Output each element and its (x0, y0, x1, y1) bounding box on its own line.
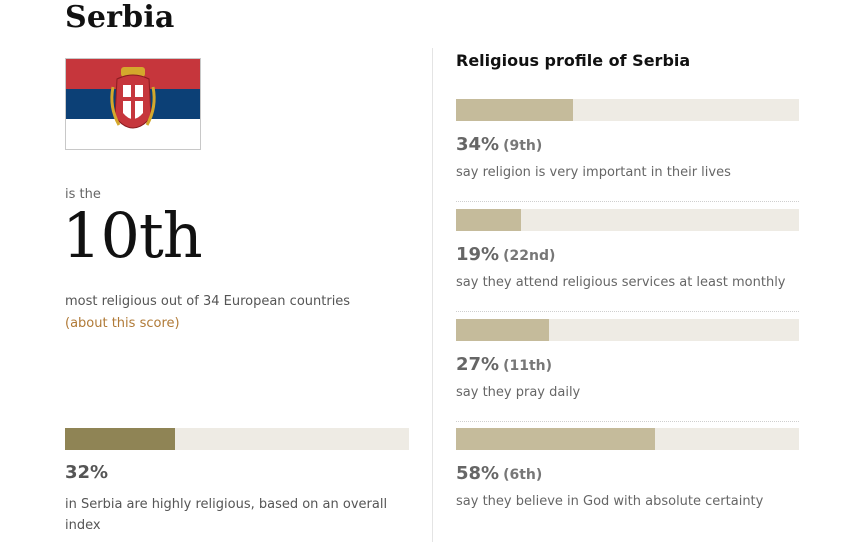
metric-rank: (11th) (503, 358, 553, 374)
metric-separator (456, 311, 799, 312)
profile-title: Religious profile of Serbia (456, 51, 691, 70)
metric-rank: (6th) (503, 467, 543, 483)
rank-description: most religious out of 34 European countr… (65, 294, 351, 309)
metric-percent: 58% (456, 463, 500, 484)
metric-bar-fill (456, 428, 655, 450)
overall-bar-fill (65, 428, 176, 450)
metric-bar-fill (456, 319, 549, 341)
metric-service-attendance: 19% (22nd) say they attend religious serv… (456, 209, 799, 319)
metric-daily-prayer: 27% (11th) say they pray daily (456, 319, 799, 429)
rank-value: 10th (62, 199, 203, 272)
overall-percent: 32% (65, 462, 109, 483)
metric-bar (456, 319, 799, 341)
metric-description: say they pray daily (456, 385, 581, 400)
metric-religion-importance: 34% (9th) say religion is very important … (456, 99, 799, 209)
column-divider (432, 48, 433, 542)
metric-description: say religion is very important in their … (456, 165, 731, 180)
metric-rank: (22nd) (503, 248, 556, 264)
metric-rank: (9th) (503, 138, 543, 154)
rank-prefix: is the (65, 187, 101, 202)
metric-description: say they believe in God with absolute ce… (456, 494, 764, 509)
metric-bar-fill (456, 209, 522, 231)
overall-bar (65, 428, 409, 450)
metric-bar-fill (456, 99, 573, 121)
overall-description: in Serbia are highly religious, based on… (65, 497, 388, 533)
metric-separator (456, 201, 799, 202)
country-title: Serbia (65, 0, 175, 35)
metric-bar (456, 209, 799, 231)
serbia-flag-icon (65, 58, 201, 150)
metric-bar (456, 428, 799, 450)
about-score-link[interactable]: (about this score) (65, 316, 180, 331)
metric-belief-in-god: 58% (6th) say they believe in God with ab… (456, 428, 799, 538)
metric-bar (456, 99, 799, 121)
metric-separator (456, 421, 799, 422)
metric-percent: 27% (456, 354, 500, 375)
metric-percent: 19% (456, 244, 500, 265)
metric-description: say they attend religious services at le… (456, 275, 786, 290)
metric-percent: 34% (456, 134, 500, 155)
